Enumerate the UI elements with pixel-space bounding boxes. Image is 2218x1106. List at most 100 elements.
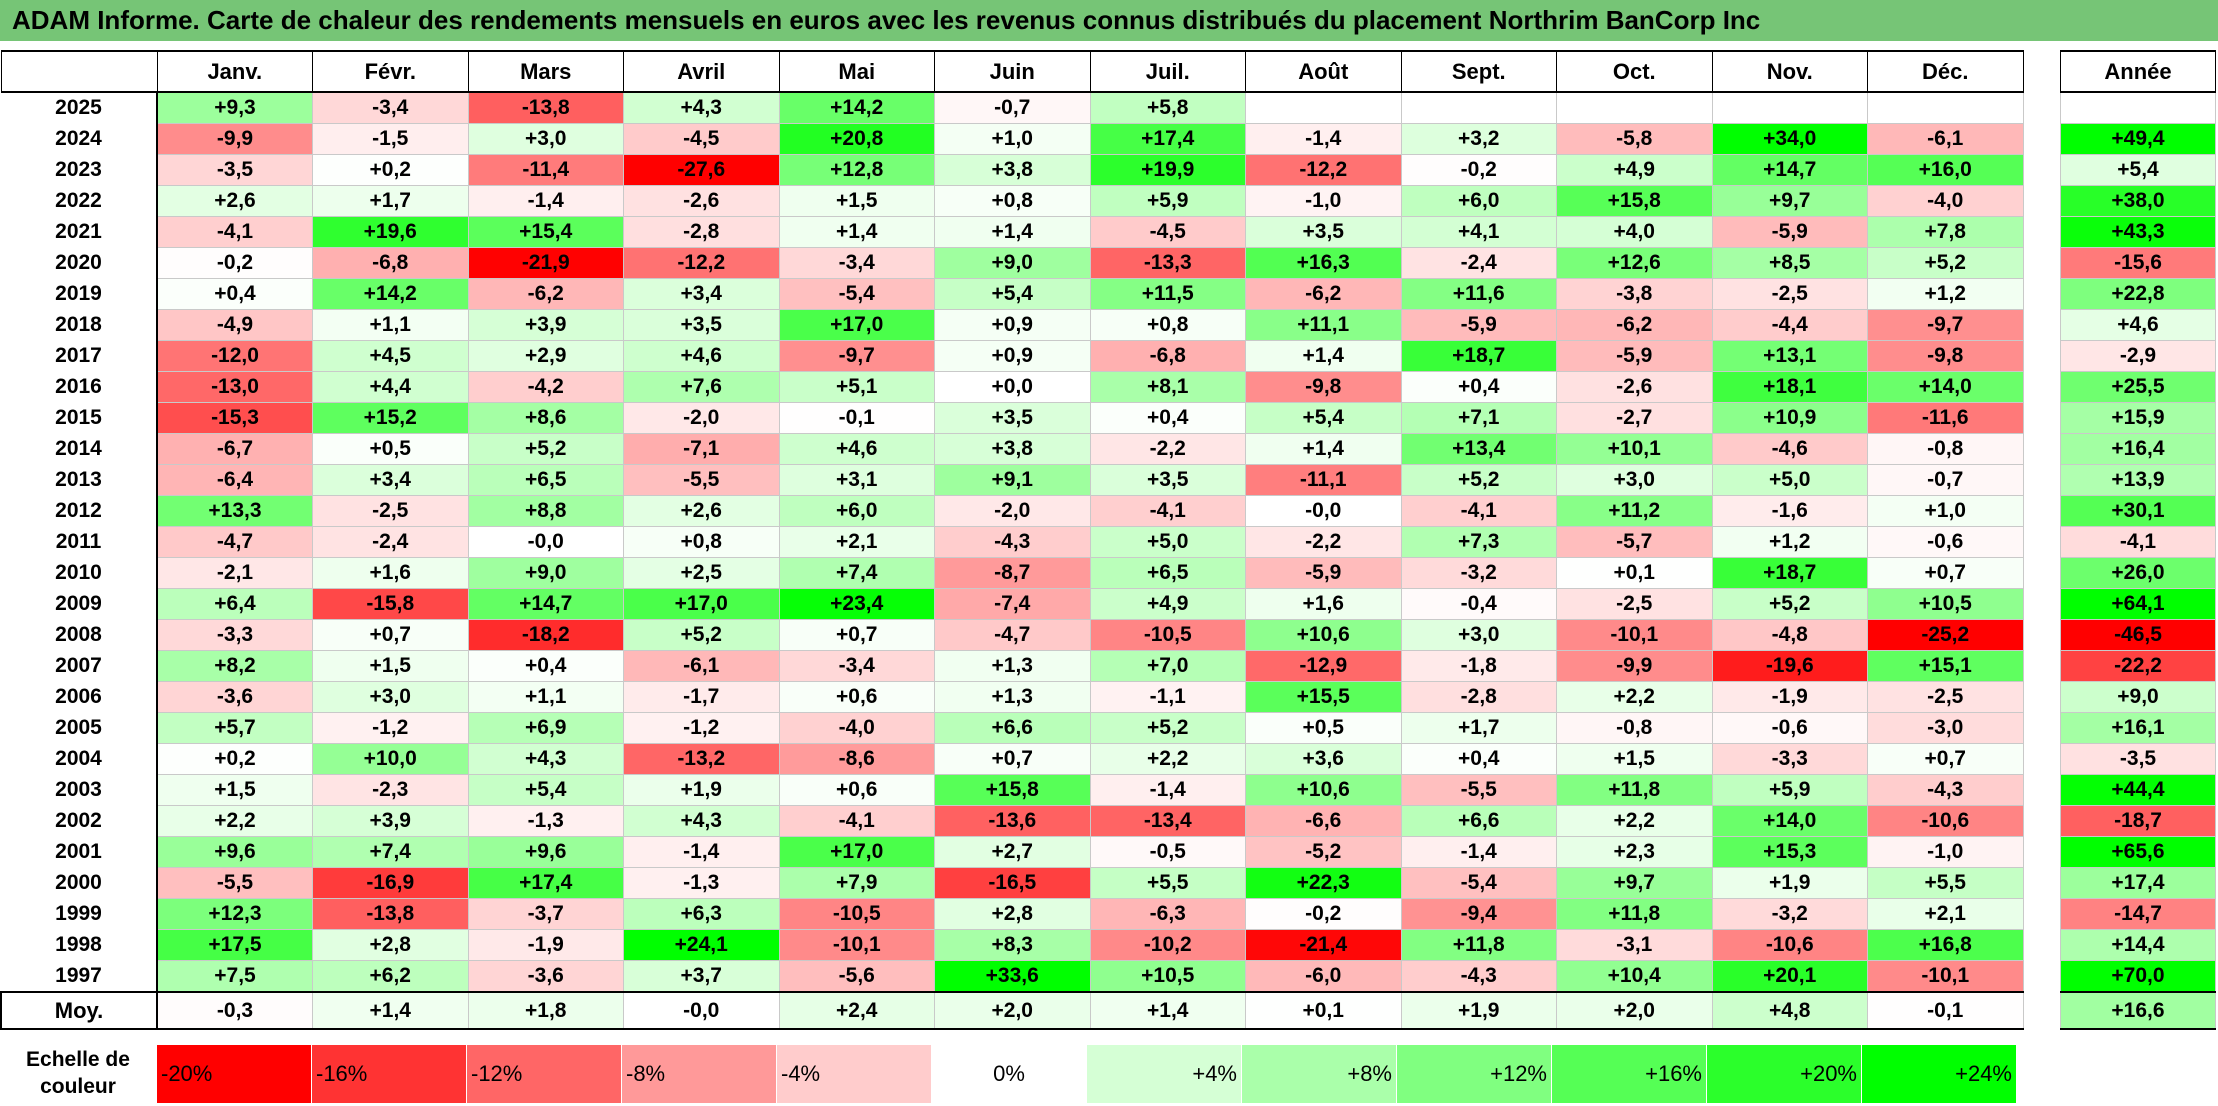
heatmap-cell: +2,7: [934, 836, 1091, 868]
heatmap-cell: +2,1: [1867, 898, 2024, 930]
heatmap-cell: -4,1: [1089, 495, 1246, 527]
heatmap-cell: +11,8: [1556, 898, 1713, 930]
heatmap-cell: -13,8: [312, 898, 469, 930]
table-row: 2010 -2,1 +1,6 +9,0 +2,5 +7,4 -8,7 +6,5 -5,9 -3,2…: [1, 557, 2024, 589]
heatmap-cell: -1,9: [1711, 681, 1868, 713]
heatmap-cell: -1,2: [312, 712, 469, 744]
scale-label: Echelle de couleur: [26, 1048, 130, 1098]
heatmap-cell: -8,6: [778, 743, 935, 775]
annual-cell: +49,4: [2060, 123, 2216, 155]
annual-cell: +25,5: [2060, 371, 2216, 403]
year-label: 2001: [1, 836, 158, 868]
heatmap-cell: -10,1: [778, 929, 935, 961]
heatmap-cell: +3,8: [934, 433, 1091, 465]
heatmap-cell: -8,7: [934, 557, 1091, 589]
heatmap-cell: +2,9: [467, 340, 624, 372]
heatmap-cell: +3,5: [623, 309, 780, 341]
heatmap-cell: +1,7: [312, 185, 469, 217]
heatmap-cell: +15,4: [467, 216, 624, 248]
heatmap-cell: +9,7: [1556, 867, 1713, 899]
heatmap-cell: -0,0: [1245, 495, 1402, 527]
heatmap-cell: -13,2: [623, 743, 780, 775]
heatmap-cell: +4,3: [467, 743, 624, 775]
heatmap-cell: -4,2: [467, 371, 624, 403]
heatmap-cell: -0,4: [1400, 588, 1557, 620]
heatmap-cell: [1245, 91, 1402, 124]
heatmap-cell: -11,4: [467, 154, 624, 186]
heatmap-cell: -3,3: [156, 619, 313, 651]
heatmap-cell: +3,5: [1245, 216, 1402, 248]
heatmap-cell: +13,3: [156, 495, 313, 527]
annual-row: +4,6: [2060, 309, 2216, 341]
table-row: 2006 -3,6 +3,0 +1,1 -1,7 +0,6 +1,3 -1,1 +15,5 -2,…: [1, 681, 2024, 713]
heatmap-cell: +2,6: [623, 495, 780, 527]
heatmap-cell: -4,5: [623, 123, 780, 155]
heatmap-cell: +18,7: [1400, 340, 1557, 372]
heatmap-cell: -0,2: [1245, 898, 1402, 930]
heatmap-cell: -0,2: [1400, 154, 1557, 186]
heatmap-cell: -2,8: [623, 216, 780, 248]
heatmap-cell: +0,5: [1245, 712, 1402, 744]
heatmap-cell: +11,5: [1089, 278, 1246, 310]
heatmap-cell: -3,8: [1556, 278, 1713, 310]
annual-row: +44,4: [2060, 774, 2216, 806]
heatmap-cell: +18,1: [1711, 371, 1868, 403]
heatmap-cell: -0,7: [934, 91, 1091, 124]
heatmap-cell: -5,4: [1400, 867, 1557, 899]
heatmap-cell: +5,1: [778, 371, 935, 403]
heatmap-cell: +5,2: [623, 619, 780, 651]
month-header: Nov.: [1711, 50, 1868, 93]
heatmap-cell: -2,5: [312, 495, 469, 527]
year-label: 2002: [1, 805, 158, 837]
year-label: 2019: [1, 278, 158, 310]
heatmap-cell: -4,0: [1867, 185, 2024, 217]
heatmap-cell: +0,4: [1089, 402, 1246, 434]
annual-row: +15,9: [2060, 402, 2216, 434]
heatmap-cell: -7,4: [934, 588, 1091, 620]
table-row: 2007 +8,2 +1,5 +0,4 -6,1 -3,4 +1,3 +7,0 -12,9 -1,…: [1, 650, 2024, 682]
heatmap-cell: -10,1: [1867, 960, 2024, 993]
annual-row: +9,0: [2060, 681, 2216, 713]
average-cell: +0,1: [1245, 991, 1402, 1030]
heatmap-cell: +1,2: [1867, 278, 2024, 310]
heatmap-cell: -5,5: [1400, 774, 1557, 806]
heatmap-cell: +5,0: [1089, 526, 1246, 558]
table-row: 2021 -4,1 +19,6 +15,4 -2,8 +1,4 +1,4 -4,5 +3,5 +4…: [1, 216, 2024, 248]
annual-row: -18,7: [2060, 805, 2216, 837]
heatmap-cell: +2,8: [934, 898, 1091, 930]
scale-cell: -20%: [157, 1045, 312, 1103]
heatmap-cell: +13,4: [1400, 433, 1557, 465]
heatmap-cell: -3,7: [467, 898, 624, 930]
heatmap-cell: -2,5: [1556, 588, 1713, 620]
heatmap-cell: -1,9: [467, 929, 624, 961]
heatmap-cell: +6,5: [467, 464, 624, 496]
heatmap-cell: +8,8: [467, 495, 624, 527]
heatmap-cell: +14,0: [1711, 805, 1868, 837]
annual-cell: +38,0: [2060, 185, 2216, 217]
heatmap-cell: -0,6: [1867, 526, 2024, 558]
heatmap-cell: +9,6: [156, 836, 313, 868]
annual-row: -4,1: [2060, 526, 2216, 558]
heatmap-cell: +3,9: [467, 309, 624, 341]
heatmap-cell: -2,6: [1556, 371, 1713, 403]
heatmap-cell: -4,7: [934, 619, 1091, 651]
heatmap-cell: +7,5: [156, 960, 313, 993]
scale-cell: -16%: [312, 1045, 467, 1103]
heatmap-cell: +17,5: [156, 929, 313, 961]
table-row: 2004 +0,2 +10,0 +4,3 -13,2 -8,6 +0,7 +2,2 +3,6 +0…: [1, 743, 2024, 775]
heatmap-cell: -5,8: [1556, 123, 1713, 155]
annual-cell: +70,0: [2060, 960, 2216, 993]
year-label: 2016: [1, 371, 158, 403]
heatmap-cell: +13,1: [1711, 340, 1868, 372]
annual-cell: +43,3: [2060, 216, 2216, 248]
annual-row: +38,0: [2060, 185, 2216, 217]
heatmap-cell: -0,5: [1089, 836, 1246, 868]
heatmap-cell: +17,0: [623, 588, 780, 620]
heatmap-cell: +9,7: [1711, 185, 1868, 217]
heatmap-cell: +7,0: [1089, 650, 1246, 682]
heatmap-cell: +3,0: [1556, 464, 1713, 496]
heatmap-cell: -1,4: [1089, 774, 1246, 806]
heatmap-cell: -6,2: [1556, 309, 1713, 341]
heatmap-cell: +19,6: [312, 216, 469, 248]
heatmap-cell: +0,7: [312, 619, 469, 651]
